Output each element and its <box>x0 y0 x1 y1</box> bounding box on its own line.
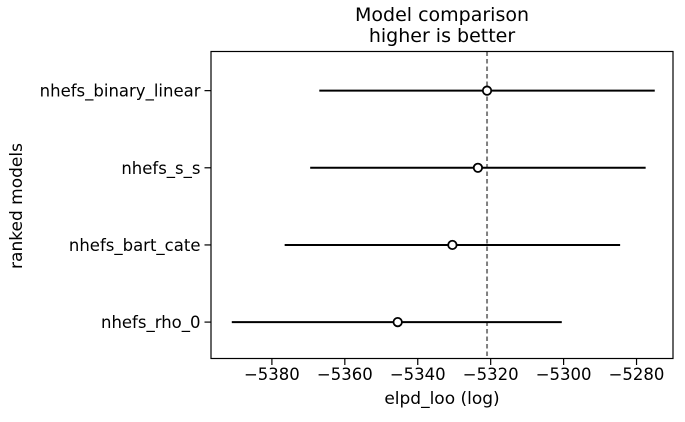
x-tick-label: −5300 <box>536 365 592 384</box>
x-tick-label: −5340 <box>390 365 446 384</box>
elpd-point-marker <box>447 239 458 251</box>
chart-title: Model comparison higher is better <box>211 5 673 47</box>
x-tick-label: −5380 <box>244 365 300 384</box>
y-tick-label-model-name: nhefs_binary_linear <box>40 82 201 102</box>
chart-title-line1: Model comparison <box>354 4 530 26</box>
y-axis-label: ranked models <box>7 143 27 269</box>
elpd-point-marker <box>472 162 484 173</box>
elpd-point-marker <box>392 316 403 328</box>
x-axis-label: elpd_loo (log) <box>384 389 500 409</box>
x-tick-label: −5320 <box>463 365 519 384</box>
chart-title-line2: higher is better <box>368 25 516 47</box>
y-tick-label-model-name: nhefs_rho_0 <box>101 313 201 333</box>
plot-frame <box>210 50 674 360</box>
y-tick-label-model-name: nhefs_bart_cate <box>69 236 201 256</box>
x-tick-label: −5280 <box>609 365 665 384</box>
x-tick-label: −5360 <box>317 365 373 384</box>
elpd-point-marker <box>481 85 493 96</box>
y-tick-label-model-name: nhefs_s_s <box>121 159 200 179</box>
